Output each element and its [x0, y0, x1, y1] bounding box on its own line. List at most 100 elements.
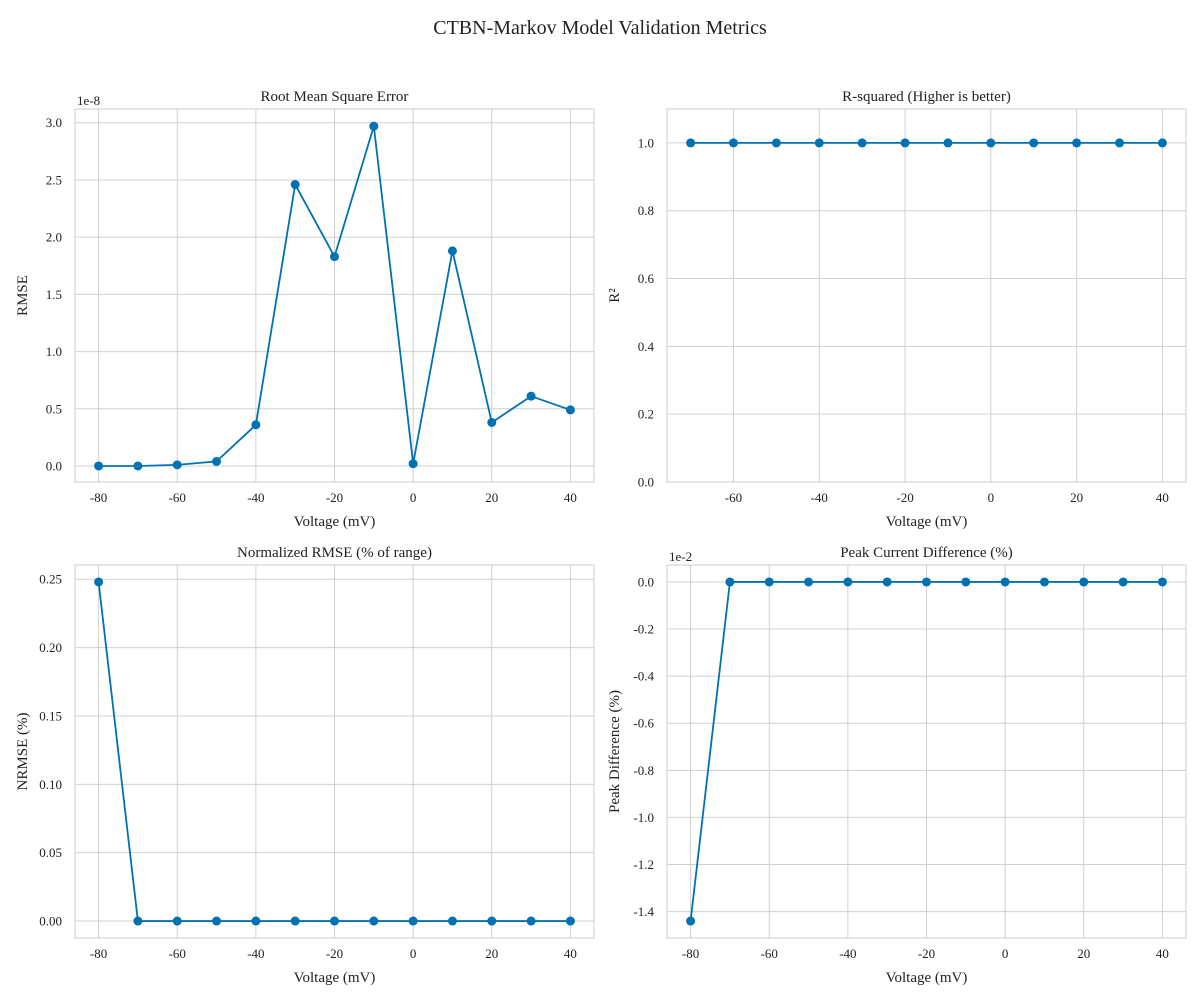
- rmse-xlabel: Voltage (mV): [294, 514, 376, 530]
- peak-diff-data-point: [725, 577, 735, 587]
- peak-diff-xtick-label: 40: [1156, 946, 1169, 961]
- rmse-data-point: [172, 460, 182, 470]
- r2-data-point: [1072, 138, 1082, 148]
- rmse-data-point: [94, 461, 104, 471]
- nrmse-data-point: [408, 916, 418, 926]
- nrmse-xtick-label: 0: [410, 946, 417, 961]
- peak-diff-xtick-label: -40: [839, 946, 856, 961]
- nrmse-xlabel: Voltage (mV): [294, 970, 376, 986]
- nrmse-chart: -80 -60 -40 -20 0 20 40 0.00 0.05 0.10 0.15 0.20 0.2…: [15, 545, 595, 986]
- rmse-xtick-label: 0: [410, 490, 417, 505]
- nrmse-data-point: [94, 577, 104, 587]
- peak-diff-chart: -80 -60 -40 -20 0 20 40 -1.4 -1.2 -1.0 -0.8 -0.6 -0.…: [607, 545, 1187, 986]
- r2-ytick-label: 0.2: [638, 407, 654, 422]
- r2-data-point: [728, 138, 738, 148]
- nrmse-xtick-label: -60: [169, 946, 186, 961]
- nrmse-xtick-label: -40: [247, 946, 264, 961]
- nrmse-xtick-label: 40: [564, 946, 577, 961]
- nrmse-xtick-label: -80: [90, 946, 107, 961]
- nrmse-ytick-label: 0.10: [39, 777, 62, 792]
- peak-diff-data-point: [804, 577, 814, 587]
- r2-data-point: [857, 138, 867, 148]
- peak-diff-ytick-label: -1.2: [633, 857, 654, 872]
- peak-diff-ytick-label: -0.2: [633, 622, 654, 637]
- peak-diff-ytick-label: -0.4: [633, 669, 654, 684]
- r2-xtick-label: 0: [988, 490, 995, 505]
- r2-ytick-label: 0.4: [638, 339, 655, 354]
- rmse-data-point: [212, 456, 222, 466]
- peak-diff-data-point: [686, 916, 696, 926]
- nrmse-ylabel: NRMSE (%): [15, 713, 31, 791]
- peak-diff-xtick-label: -20: [918, 946, 935, 961]
- peak-diff-data-point: [843, 577, 853, 587]
- peak-diff-offset-label: 1e-2: [669, 549, 692, 564]
- peak-diff-title: Peak Current Difference (%): [840, 545, 1013, 561]
- rmse-title: Root Mean Square Error: [261, 89, 409, 105]
- peak-diff-xtick-label: -80: [682, 946, 699, 961]
- nrmse-data-point: [330, 916, 339, 926]
- rmse-data-point: [133, 461, 143, 471]
- rmse-data-point: [251, 420, 261, 430]
- r2-data-point: [771, 138, 781, 148]
- r2-data-point: [686, 138, 696, 148]
- nrmse-data-point: [290, 916, 300, 926]
- rmse-xtick-label: -80: [90, 490, 107, 505]
- r2-ytick-label: 0.0: [638, 475, 654, 490]
- peak-diff-data-point: [882, 577, 892, 587]
- rmse-ytick-label: 2.0: [46, 230, 62, 245]
- rmse-xtick-label: 40: [564, 490, 577, 505]
- r2-ytick-label: 0.6: [638, 271, 655, 286]
- peak-diff-xtick-label: -60: [761, 946, 778, 961]
- r2-ytick-label: 0.8: [638, 203, 654, 218]
- peak-diff-data-point: [1079, 577, 1089, 587]
- nrmse-data-point: [133, 916, 143, 926]
- rmse-data-point: [290, 180, 300, 190]
- r2-data-point: [943, 138, 953, 148]
- r2-xtick-label: 20: [1070, 490, 1083, 505]
- r2-title: R-squared (Higher is better): [842, 89, 1011, 105]
- nrmse-data-point: [487, 916, 497, 926]
- rmse-data-point: [526, 391, 536, 401]
- nrmse-xtick-label: -20: [326, 946, 343, 961]
- peak-diff-xtick-label: 0: [1002, 946, 1009, 961]
- peak-diff-xlabel: Voltage (mV): [886, 970, 968, 986]
- r2-data-point: [1157, 138, 1167, 148]
- peak-diff-ytick-label: -0.8: [633, 763, 654, 778]
- rmse-ytick-label: 2.5: [46, 172, 62, 187]
- rmse-xtick-label: 20: [485, 490, 498, 505]
- peak-diff-xtick-label: 20: [1077, 946, 1090, 961]
- peak-diff-data-point: [922, 577, 931, 587]
- rmse-data-point: [330, 252, 339, 262]
- r2-ytick-label: 1.0: [638, 135, 654, 150]
- rmse-ytick-label: 1.0: [46, 344, 62, 359]
- r2-xtick-label: -60: [725, 490, 742, 505]
- rmse-chart: -80 -60 -40 -20 0 20 40 0.0 0.5 1.0 1.5 2.0 2.5 3.0 Ro…: [15, 89, 595, 530]
- rmse-offset-label: 1e-8: [77, 93, 100, 108]
- nrmse-data-point: [565, 916, 575, 926]
- nrmse-ytick-label: 0.15: [39, 708, 62, 723]
- r2-data-point: [1029, 138, 1039, 148]
- peak-diff-ytick-label: 0.0: [638, 574, 654, 589]
- nrmse-ytick-label: 0.25: [39, 572, 62, 587]
- r2-chart: -60 -40 -20 0 20 40 0.0 0.2 0.4 0.6 0.8 1.0 R-square…: [607, 89, 1187, 530]
- r2-data-point: [986, 138, 996, 148]
- nrmse-ytick-label: 0.00: [39, 914, 62, 929]
- peak-diff-data-point: [764, 577, 774, 587]
- rmse-xtick-label: -40: [247, 490, 264, 505]
- r2-xlabel: Voltage (mV): [886, 514, 968, 530]
- peak-diff-frame: [666, 564, 1187, 939]
- rmse-ytick-label: 0.0: [46, 458, 62, 473]
- nrmse-data-point: [369, 916, 379, 926]
- nrmse-data-point: [447, 916, 457, 926]
- nrmse-title: Normalized RMSE (% of range): [237, 545, 432, 561]
- rmse-xtick-label: -60: [169, 490, 186, 505]
- rmse-frame: [74, 108, 595, 483]
- peak-diff-ytick-label: -1.0: [633, 810, 654, 825]
- rmse-ytick-label: 3.0: [46, 115, 62, 130]
- rmse-ytick-label: 0.5: [46, 401, 62, 416]
- rmse-xtick-label: -20: [326, 490, 343, 505]
- nrmse-data-point: [251, 916, 261, 926]
- peak-diff-ytick-label: -1.4: [633, 904, 654, 919]
- peak-diff-data-point: [1157, 577, 1167, 587]
